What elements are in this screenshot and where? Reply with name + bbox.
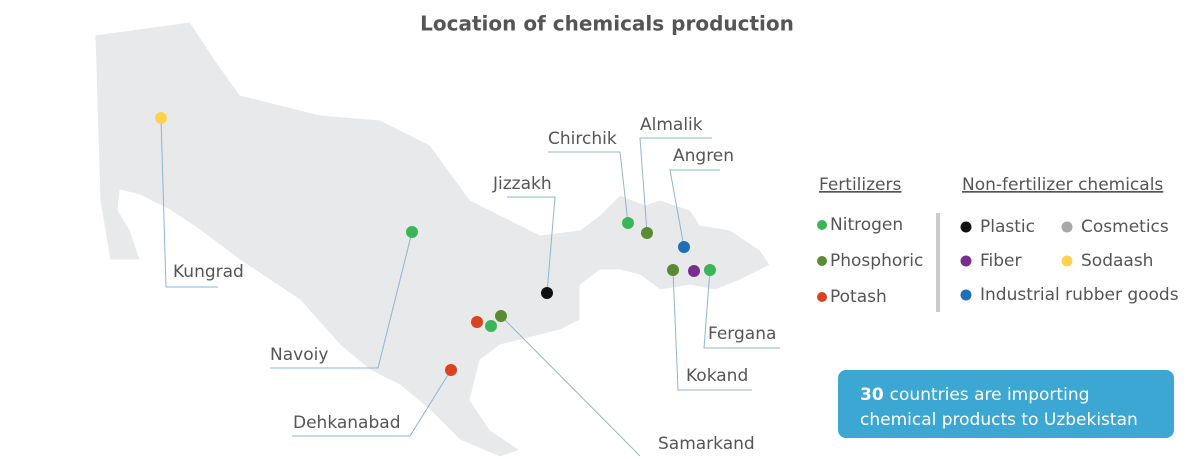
city-label: Kungrad xyxy=(173,262,244,282)
callout-line: chemical products to Uzbekistan xyxy=(860,410,1138,430)
leader-line xyxy=(160,117,218,288)
legend-label: Potash xyxy=(830,287,887,307)
leader-line xyxy=(703,269,780,349)
marker xyxy=(445,364,457,376)
leader-line xyxy=(672,269,752,391)
callout-text: countries are importing xyxy=(890,385,1090,405)
legend-swatch xyxy=(817,220,827,230)
leader-line xyxy=(639,137,712,234)
marker xyxy=(541,287,553,299)
callout-line: 30 countries are importing xyxy=(860,385,1089,405)
marker xyxy=(678,241,690,253)
city-label: Dehkanabad xyxy=(293,413,400,433)
legend-swatch xyxy=(960,289,972,301)
marker xyxy=(704,264,716,276)
marker xyxy=(641,227,653,239)
legend-swatch xyxy=(817,292,827,302)
city-label: Chirchik xyxy=(548,129,617,149)
leader-line xyxy=(669,169,720,248)
title: Location of chemicals production xyxy=(420,12,794,36)
city-label: Navoiy xyxy=(270,345,328,365)
city-label: Almalik xyxy=(640,115,703,135)
legend-label: Sodaash xyxy=(1081,251,1153,271)
city-label: Angren xyxy=(673,146,734,166)
marker xyxy=(667,264,679,276)
city-label: Jizzakh xyxy=(492,174,552,194)
marker xyxy=(406,226,418,238)
leader-line xyxy=(507,196,556,294)
legend-header: Fertilizers xyxy=(819,175,902,195)
legend-header: Non-fertilizer chemicals xyxy=(962,175,1163,195)
legend-swatch xyxy=(960,255,972,267)
marker xyxy=(471,316,483,328)
callout-box xyxy=(838,370,1174,438)
marker xyxy=(155,112,167,124)
marker xyxy=(495,310,507,322)
leader-line xyxy=(548,151,629,224)
legend-label: Industrial rubber goods xyxy=(980,285,1179,305)
leader-line xyxy=(500,315,641,457)
leader-line xyxy=(270,231,413,369)
legend-swatch xyxy=(817,256,827,266)
city-label: Kokand xyxy=(686,366,748,386)
callout-number: 30 xyxy=(860,385,884,405)
legend-label: Fiber xyxy=(980,251,1022,271)
city-label: Fergana xyxy=(708,324,776,344)
legend-swatch xyxy=(960,221,972,233)
country-shape xyxy=(94,21,771,458)
legend-label: Plastic xyxy=(980,217,1035,237)
legend-label: Nitrogen xyxy=(830,215,903,235)
leader-line xyxy=(292,369,452,437)
marker xyxy=(485,320,497,332)
legend-label: Cosmetics xyxy=(1081,217,1169,237)
city-label: Samarkand xyxy=(658,434,755,454)
marker xyxy=(688,265,700,277)
legend-swatch xyxy=(1061,255,1073,267)
legend-label: Phosphoric xyxy=(830,251,923,271)
marker xyxy=(622,217,634,229)
legend-swatch xyxy=(1061,221,1073,233)
